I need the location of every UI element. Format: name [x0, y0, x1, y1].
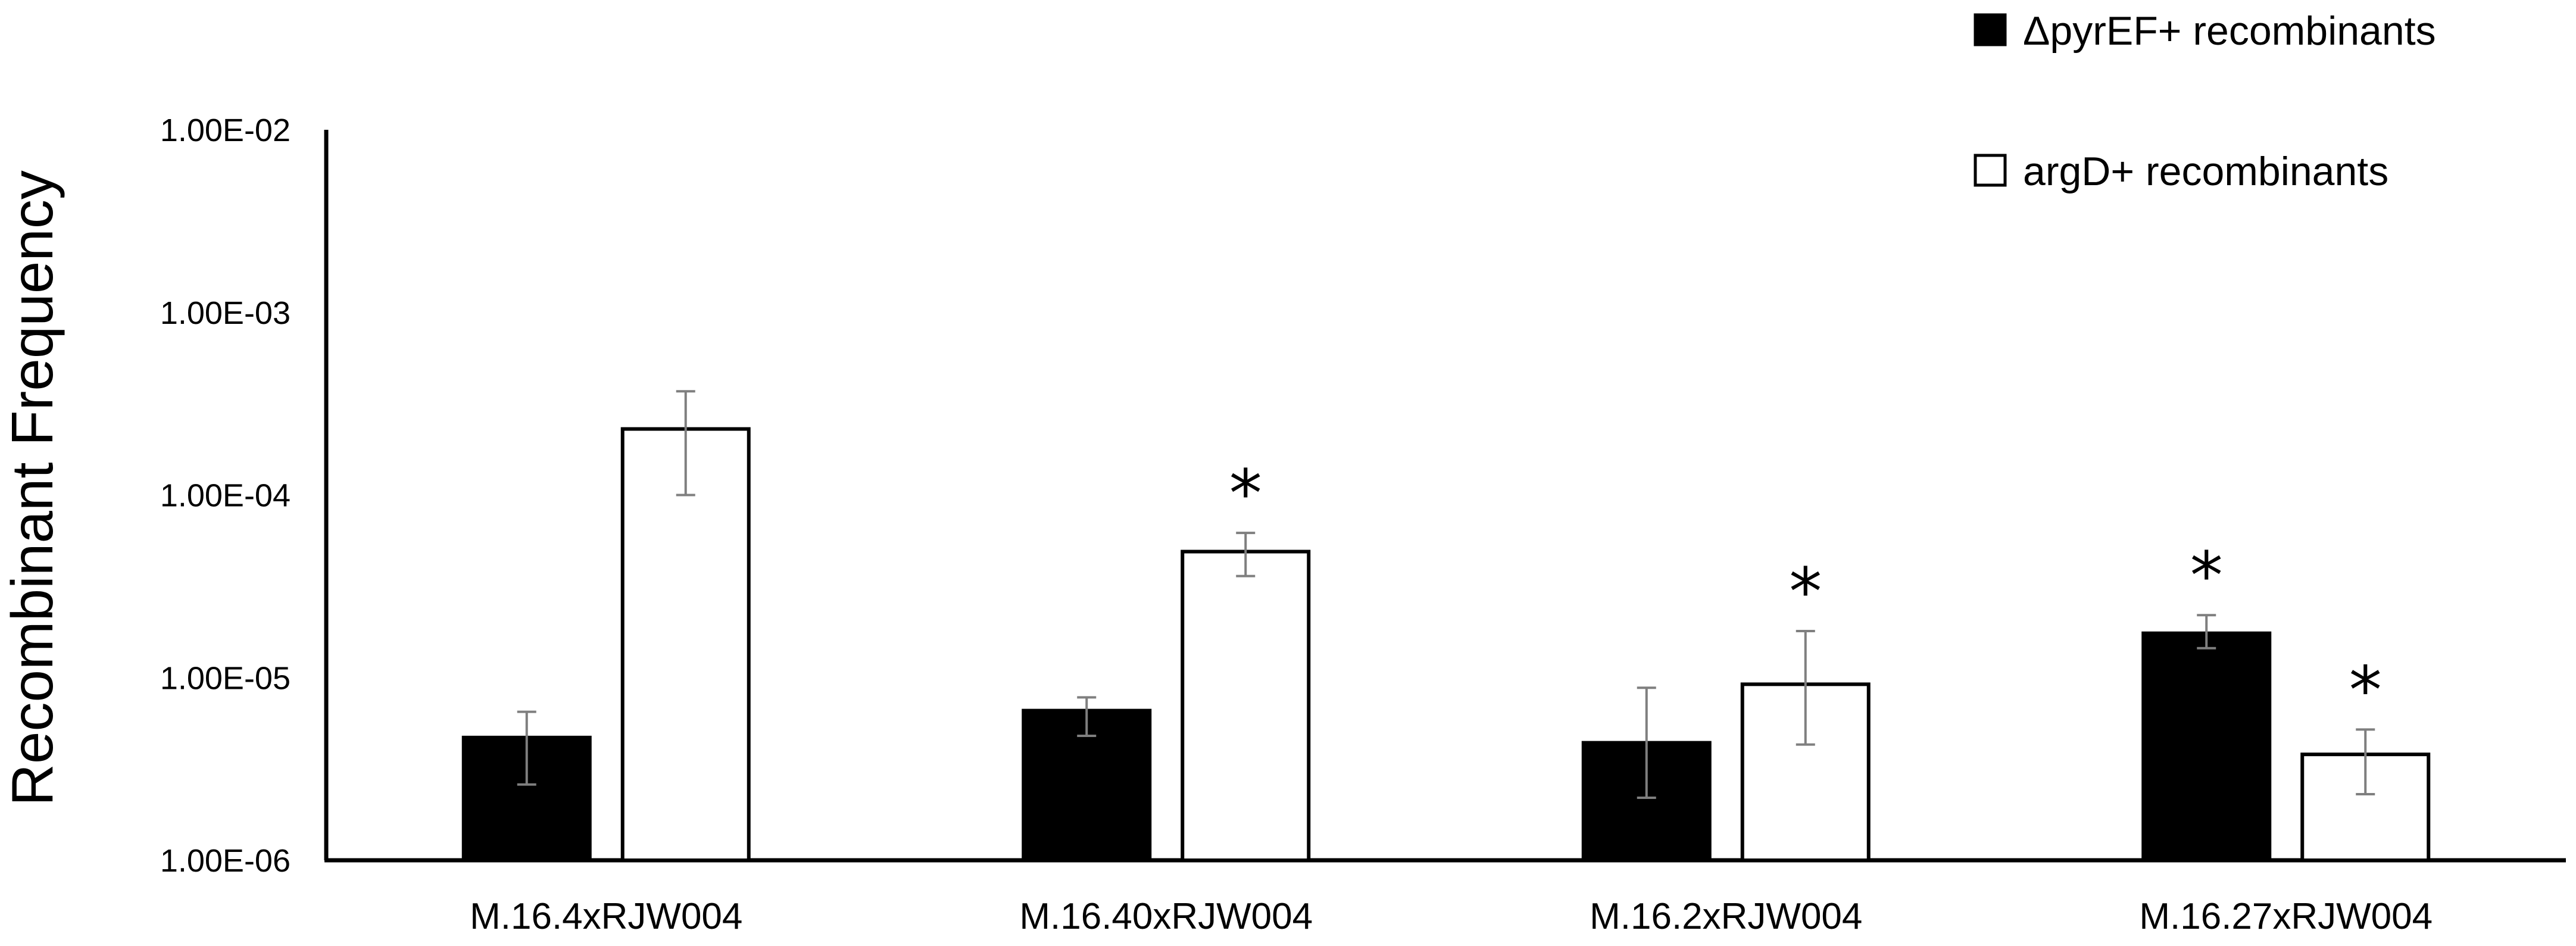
bar-argd	[1181, 550, 1311, 862]
y-tick-label: 1.00E-04	[160, 478, 291, 514]
significance-asterisk: *	[2349, 652, 2382, 728]
significance-asterisk: *	[2190, 538, 2223, 614]
y-tick-label: 1.00E-02	[160, 113, 291, 148]
x-tick-label: M.16.40xRJW004	[1019, 896, 1313, 937]
legend-label: argD+ recombinants	[2023, 149, 2388, 194]
plot-area: 1.00E-06 1.00E-05 1.00E-04 1.00E-03 1.00E-02…	[160, 113, 2566, 937]
x-tick-label: M.16.4xRJW004	[470, 896, 742, 937]
bar-argd	[620, 427, 751, 862]
y-axis-title: Recombinant Frequency	[0, 170, 65, 806]
bar-pyref	[2141, 631, 2272, 863]
legend: ΔpyrEF+ recombinants argD+ recombinants	[1974, 8, 2436, 194]
legend-label: ΔpyrEF+ recombinants	[2023, 8, 2436, 54]
legend-swatch-argd	[1974, 154, 2007, 187]
significance-asterisk: *	[1789, 554, 1822, 630]
y-tick-label: 1.00E-06	[160, 843, 291, 879]
significance-asterisk: *	[1229, 455, 1262, 532]
y-tick-label: 1.00E-03	[160, 295, 291, 331]
x-tick-label: M.16.27xRJW004	[2139, 896, 2433, 937]
legend-swatch-pyref	[1974, 13, 2007, 46]
y-axis-title-group: Recombinant Frequency	[0, 170, 65, 806]
y-tick-label: 1.00E-05	[160, 660, 291, 696]
x-tick-label: M.16.2xRJW004	[1590, 896, 1862, 937]
